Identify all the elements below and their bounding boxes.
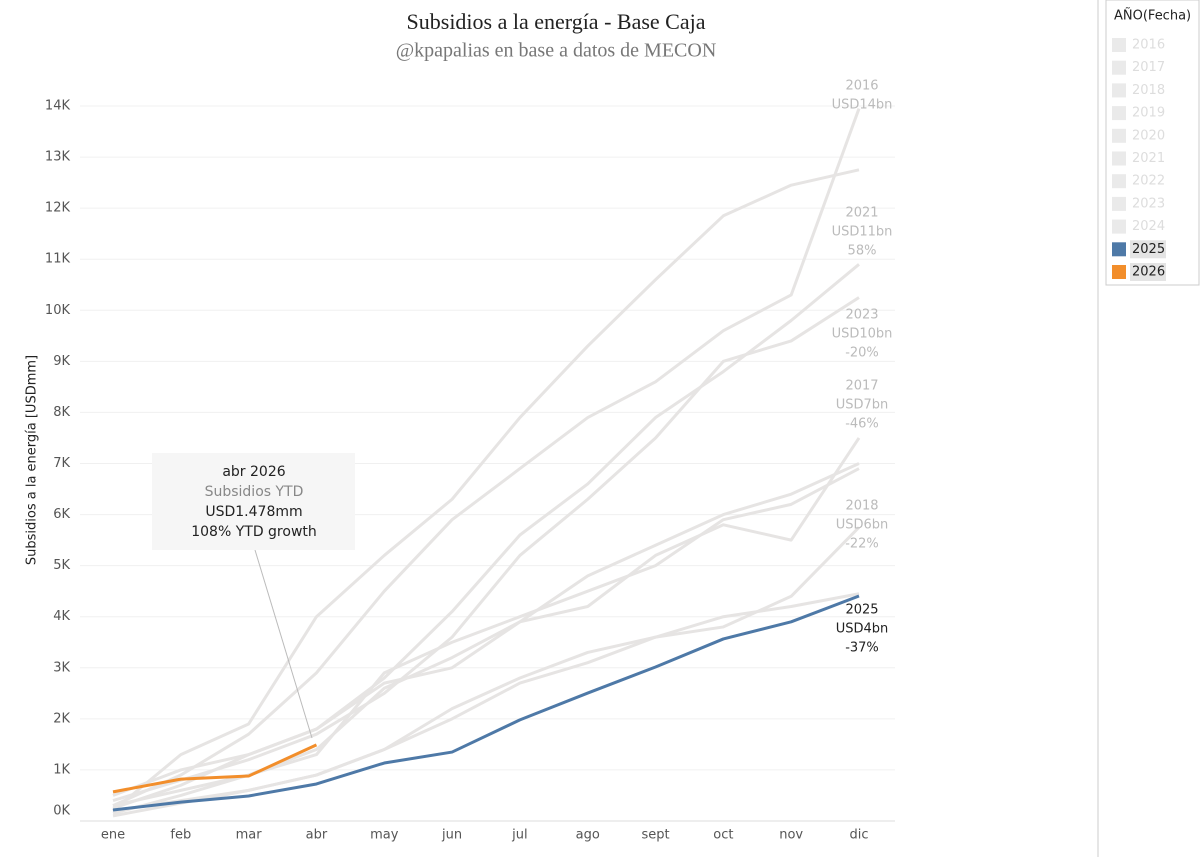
y-tick-label: 12K	[45, 201, 71, 216]
tooltip-line: USD1.478mm	[205, 504, 302, 520]
line-series	[112, 108, 861, 808]
y-tick-label: 11K	[45, 252, 71, 267]
end-label: 58%	[848, 244, 877, 259]
x-tick-label: dic	[849, 828, 868, 843]
legend-label: 2018	[1132, 83, 1165, 98]
legend-swatch	[1112, 265, 1126, 279]
end-label: -20%	[845, 346, 879, 361]
legend-swatch	[1112, 128, 1126, 143]
x-tick-label: may	[370, 828, 399, 843]
legend-label: 2016	[1132, 38, 1165, 53]
legend-swatch	[1112, 196, 1126, 211]
tooltip-leader	[254, 549, 313, 739]
legend-highlight	[1130, 240, 1166, 259]
legend-swatch	[1112, 242, 1126, 257]
line-series	[112, 296, 860, 803]
line-series	[112, 592, 860, 813]
legend-label: 2023	[1132, 196, 1165, 211]
y-tick-label: 14K	[45, 99, 71, 114]
end-label: USD4bn	[836, 622, 889, 637]
y-tick-label: 3K	[53, 660, 70, 675]
end-label: USD10bn	[832, 327, 893, 342]
y-tick-label: 7K	[53, 456, 70, 471]
line-series	[112, 168, 860, 812]
legend-label: 2021	[1132, 151, 1165, 166]
end-label: -46%	[845, 417, 879, 432]
end-label: 2017	[845, 379, 878, 394]
y-tick-label: 2K	[53, 711, 70, 726]
y-tick-label: 10K	[45, 303, 71, 318]
x-tick-label: sept	[641, 828, 669, 843]
x-tick-label: ene	[101, 828, 125, 843]
tooltip-box	[152, 453, 355, 550]
end-label: USD14bn	[832, 98, 893, 113]
end-label: USD6bn	[836, 518, 889, 533]
tooltip-line: Subsidios YTD	[205, 484, 304, 500]
x-tick-label: abr	[306, 828, 328, 843]
x-tick-label: ago	[576, 828, 600, 843]
y-tick-label: 1K	[53, 762, 70, 777]
y-tick-label: 8K	[53, 405, 70, 420]
y-tick-label: 6K	[53, 507, 70, 522]
legend-label: 2024	[1132, 219, 1165, 234]
y-tick-label: 4K	[53, 609, 70, 624]
line-series	[112, 263, 860, 810]
legend-label: 2017	[1132, 60, 1165, 75]
legend-title: AÑO(Fecha)	[1114, 8, 1191, 24]
legend-label: 2026	[1132, 265, 1165, 280]
end-label: 2021	[845, 206, 878, 221]
chart-title: Subsidios a la energía - Base Caja	[407, 9, 706, 34]
x-tick-label: jun	[441, 828, 462, 843]
end-label: USD7bn	[836, 398, 889, 413]
legend-swatch	[1112, 83, 1126, 98]
legend-label: 2025	[1132, 242, 1165, 257]
end-label: -22%	[845, 537, 879, 552]
line-series	[112, 462, 860, 797]
line-series	[112, 743, 318, 794]
y-axis-title: Subsidios a la energía [USDmm]	[25, 355, 40, 565]
end-label: -37%	[845, 641, 879, 656]
legend-swatch	[1112, 60, 1126, 75]
y-tick-label: 0K	[53, 804, 70, 819]
legend-label: 2022	[1132, 174, 1165, 189]
tooltip-line: abr 2026	[222, 464, 285, 480]
end-label: 2025	[845, 603, 878, 618]
legend-swatch	[1112, 151, 1126, 166]
x-tick-label: oct	[713, 828, 733, 843]
tooltip-line: 108% YTD growth	[191, 524, 317, 540]
legend-label: 2019	[1132, 106, 1165, 121]
x-tick-label: feb	[170, 828, 191, 843]
end-label: USD11bn	[832, 225, 893, 240]
y-tick-label: 5K	[53, 558, 70, 573]
end-label: 2016	[845, 79, 878, 94]
legend-label: 2020	[1132, 128, 1165, 143]
end-label: 2023	[845, 308, 878, 323]
x-tick-label: nov	[779, 828, 803, 843]
end-label: 2018	[845, 499, 878, 514]
chart-subtitle: @kpapalias en base a datos de MECON	[396, 40, 717, 62]
legend-swatch	[1112, 38, 1126, 52]
legend-highlight	[1130, 263, 1166, 281]
y-tick-label: 9K	[53, 354, 70, 369]
line-series	[112, 594, 860, 812]
legend-swatch	[1112, 106, 1126, 121]
x-tick-label: mar	[236, 828, 263, 843]
legend-swatch	[1112, 174, 1126, 189]
y-tick-label: 13K	[45, 150, 71, 165]
x-tick-label: jul	[511, 828, 527, 843]
legend-swatch	[1112, 219, 1126, 234]
